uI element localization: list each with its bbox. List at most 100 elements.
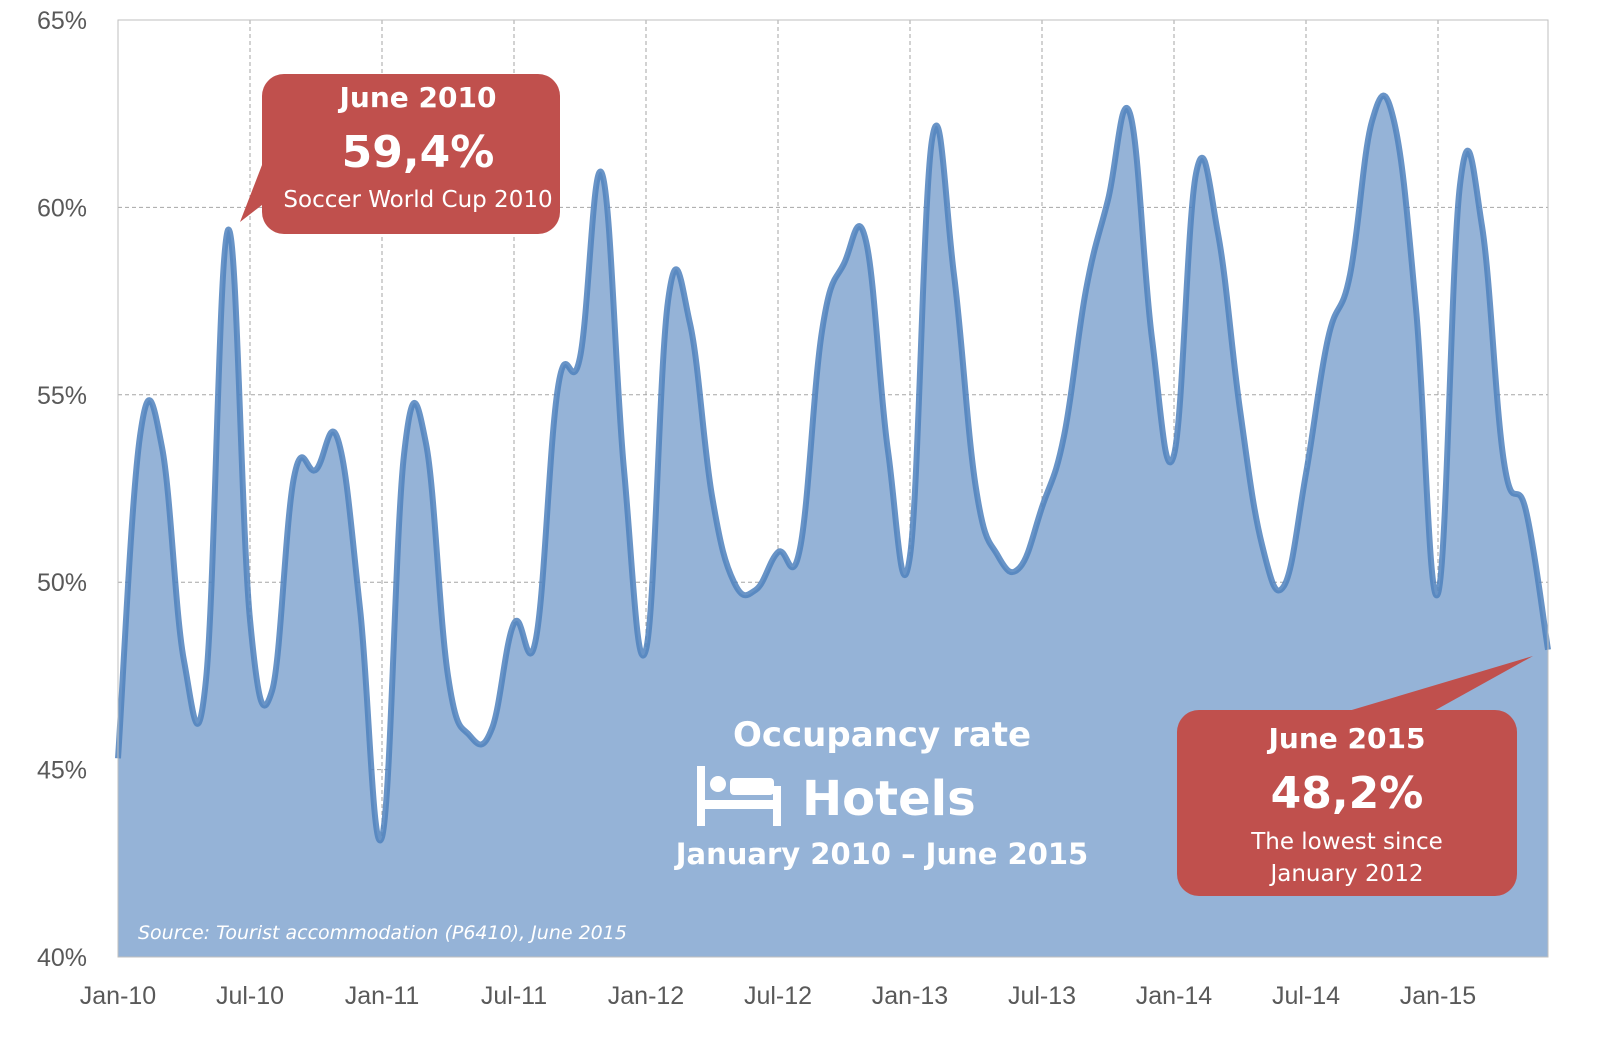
data-point [1194,172,1198,176]
x-tick-label: Jan-12 [608,982,684,1010]
data-point [1150,337,1154,341]
data-point [908,554,912,558]
data-point [160,445,164,449]
data-point [468,734,472,738]
data-point [204,678,208,682]
x-tick-label: Jan-14 [1136,982,1213,1010]
callout-1-title: June 2010 [338,81,497,114]
data-point [292,475,296,479]
data-point [842,262,846,266]
data-point [776,550,780,554]
data-point [1480,224,1484,228]
data-point [1348,273,1352,277]
data-point [1106,198,1110,202]
data-point [1282,584,1286,588]
data-point [754,588,758,592]
chart-period: January 2010 – June 2015 [674,837,1089,871]
source-note: Source: Tourist accommodation (P6410), J… [138,922,627,944]
data-point [1260,543,1264,547]
data-point [1062,434,1066,438]
data-point [1458,183,1462,187]
data-point [996,554,1000,558]
data-point [1304,472,1308,476]
data-point [974,487,978,491]
x-tick-label: Jul-14 [1272,982,1340,1010]
data-point [138,434,142,438]
data-point [798,546,802,550]
data-point [600,172,604,176]
x-axis-ticks: Jan-10 Jul-10 Jan-11 Jul-11 Jan-12 Jul-12 Jan-… [80,982,1476,1010]
y-axis-ticks: 40% 45% 50% 55% 60% 65% [37,7,87,972]
x-tick-label: Jan-10 [80,982,156,1010]
data-point [182,659,186,663]
data-point [710,494,714,498]
data-point [314,468,318,472]
x-tick-label: Jan-13 [872,982,948,1010]
data-point [358,606,362,610]
x-tick-label: Jul-11 [481,982,547,1010]
data-point [732,580,736,584]
chart-subtitle: Hotels [802,771,976,827]
x-tick-label: Jan-15 [1400,982,1476,1010]
y-tick-label: 45% [37,757,87,785]
callout-2-note: The lowest since [1250,829,1443,855]
data-point [402,453,406,457]
data-point [578,355,582,359]
data-point [336,438,340,442]
x-tick-label: Jul-12 [744,982,812,1010]
data-point [1524,509,1528,513]
data-point [1436,591,1440,595]
data-point [1392,119,1396,123]
x-tick-label: Jul-13 [1008,982,1076,1010]
data-point [1084,288,1088,292]
data-point [556,385,560,389]
callout-2-title: June 2015 [1267,722,1426,755]
callout-june-2010: June 2010 59,4% Soccer World Cup 2010 [240,74,560,234]
data-point [1370,119,1374,123]
data-point [688,322,692,326]
callout-2-value: 48,2% [1271,768,1424,819]
data-point [1502,460,1506,464]
data-point [226,228,230,232]
data-point [1414,307,1418,311]
y-tick-label: 55% [37,382,87,410]
bed-icon [697,766,781,826]
y-tick-label: 60% [37,194,87,222]
data-point [930,138,934,142]
data-point [534,636,538,640]
y-tick-label: 65% [37,7,87,35]
data-point [1238,408,1242,412]
data-point [886,449,890,453]
data-point [666,299,670,303]
data-point [864,239,868,243]
x-tick-label: Jan-11 [345,982,420,1010]
data-point [820,329,824,333]
x-tick-label: Jul-10 [216,982,284,1010]
data-point [248,618,252,622]
data-point [512,621,516,625]
data-point [490,726,494,730]
data-point [1326,337,1330,341]
callout-2-note-2: January 2012 [1268,861,1423,887]
data-point [1128,112,1132,116]
data-point [424,442,428,446]
occupancy-line [115,92,1551,844]
data-point [644,648,648,652]
data-point [952,273,956,277]
chart-title: Occupancy rate [733,715,1031,755]
callout-june-2015: June 2015 48,2% The lowest since January… [1177,656,1533,896]
callout-1-value: 59,4% [342,127,495,178]
y-tick-label: 50% [37,569,87,597]
data-point [1040,505,1044,509]
data-point [380,835,384,839]
data-point [1216,232,1220,236]
y-tick-label: 40% [37,944,87,972]
data-point [270,689,274,693]
data-point [1018,565,1022,569]
data-point [1172,453,1176,457]
callout-1-note: Soccer World Cup 2010 [283,187,552,213]
plot-border [117,19,1549,958]
data-point [446,674,450,678]
data-point [622,468,626,472]
